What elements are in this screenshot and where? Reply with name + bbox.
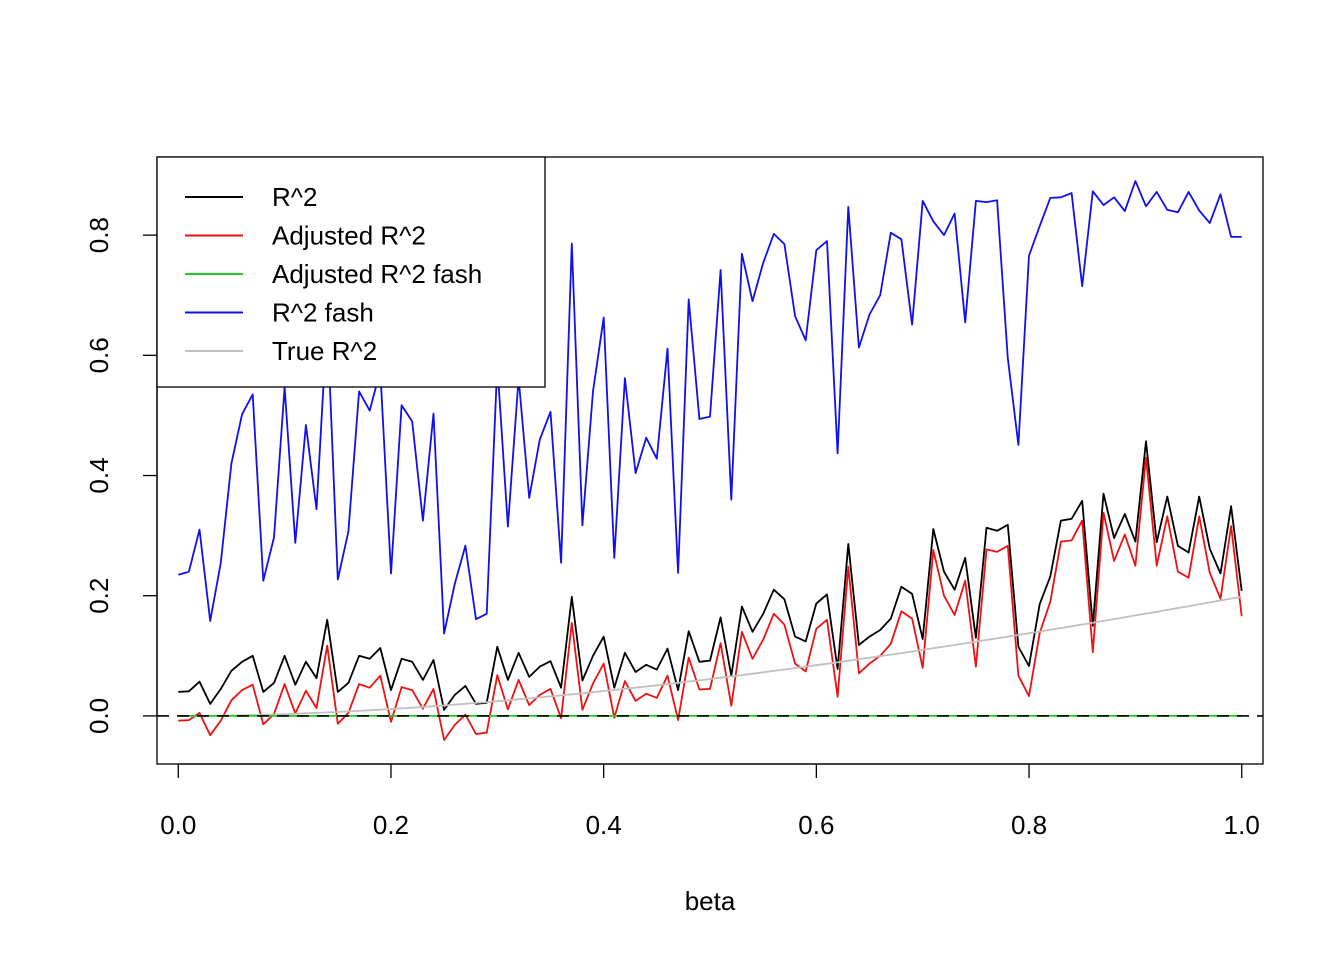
y-tick-label: 0.6 [84, 337, 114, 373]
legend-label: R^2 fash [272, 298, 374, 328]
series-line-true-r-2 [178, 595, 1242, 717]
x-tick-label: 0.4 [586, 810, 622, 840]
y-tick-label: 0.4 [84, 457, 114, 493]
x-tick-label: 0.6 [798, 810, 834, 840]
series-line-r-2-fash [178, 180, 1242, 635]
legend-label: R^2 [272, 182, 317, 212]
legend: R^2 Adjusted R^2 Adjusted R^2 fash R^2 fash… [156, 156, 546, 388]
x-tick-label: 0.8 [1011, 810, 1047, 840]
series-layer [178, 180, 1243, 741]
legend-label: True R^2 [272, 336, 377, 366]
y-tick-label: 0.8 [84, 217, 114, 253]
legend-label: Adjusted R^2 fash [272, 259, 482, 289]
x-axis: 0.0 0.2 0.4 0.6 0.8 1.0 [160, 763, 1260, 840]
x-tick-label: 0.2 [373, 810, 409, 840]
x-tick-label: 0.0 [160, 810, 196, 840]
series-line-r-2 [178, 440, 1243, 711]
y-tick-label: 0.0 [84, 698, 114, 734]
legend-box [156, 156, 546, 388]
legend-label: Adjusted R^2 [272, 221, 426, 251]
x-axis-title: beta [685, 886, 736, 916]
series-line-adjusted-r-2 [178, 456, 1243, 741]
y-axis: 0.0 0.2 0.4 0.6 0.8 [84, 217, 158, 734]
y-tick-label: 0.2 [84, 578, 114, 614]
x-tick-label: 1.0 [1224, 810, 1260, 840]
